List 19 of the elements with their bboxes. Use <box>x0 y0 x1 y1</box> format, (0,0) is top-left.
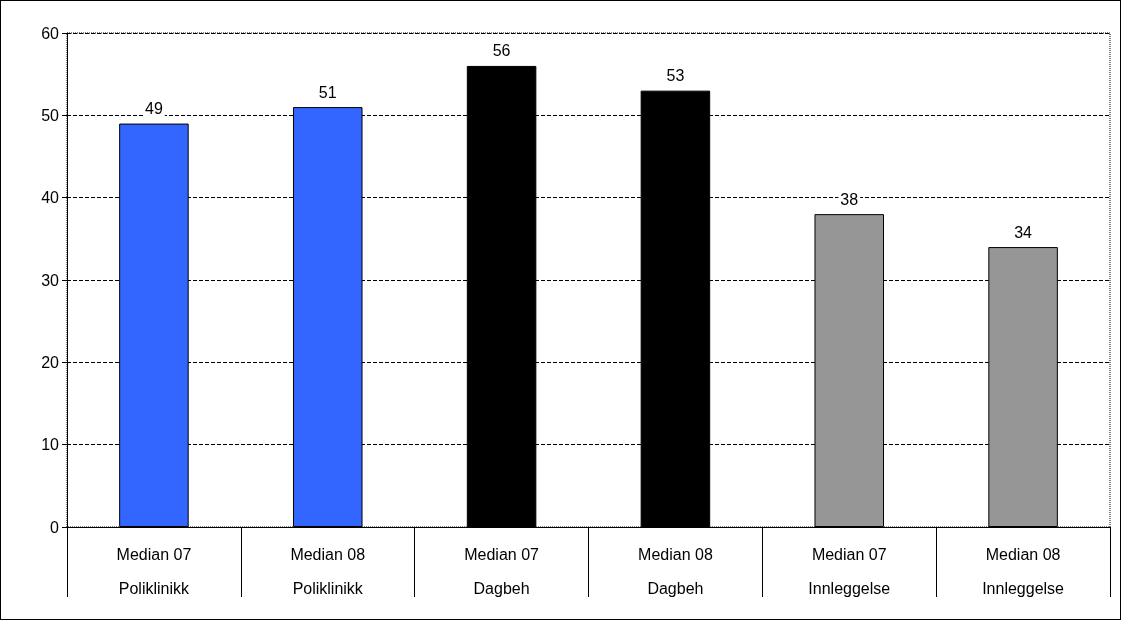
data-label: 53 <box>666 67 685 85</box>
y-tick-label: 0 <box>50 518 60 536</box>
y-tick-label: 20 <box>41 353 60 371</box>
data-label: 49 <box>145 100 163 118</box>
x-tick-label: Median 08 Dagbeh <box>638 545 713 597</box>
y-tick-label: 40 <box>41 189 60 207</box>
x-tick-label: Median 08 Poliklinikk <box>290 545 366 597</box>
data-label: 51 <box>318 83 337 101</box>
y-tick-label: 60 <box>41 24 60 42</box>
data-label: 38 <box>840 190 859 208</box>
data-label: 34 <box>1014 223 1033 241</box>
y-tick-label: 50 <box>41 106 60 124</box>
x-tick-label: Median 07 Innleggelse <box>808 545 891 597</box>
x-tick-label: Median 07 Poliklinikk <box>116 545 192 597</box>
data-label: 56 <box>492 42 511 60</box>
y-tick-label: 30 <box>41 271 60 289</box>
x-tick-label: Median 07 Dagbeh <box>464 545 540 597</box>
y-tick-label: 10 <box>41 436 60 454</box>
x-tick-label: Median 08 Innleggelse <box>982 545 1065 597</box>
